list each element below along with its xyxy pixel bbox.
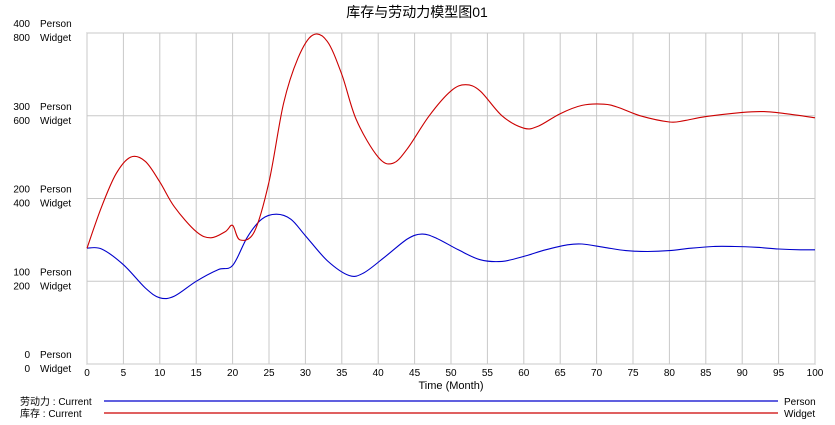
y-tick-unit: Person xyxy=(40,185,72,196)
x-tick-label: 25 xyxy=(263,368,275,379)
y-tick-label: 300 xyxy=(13,102,30,113)
y-tick-label: 0 xyxy=(24,350,30,361)
x-tick-label: 40 xyxy=(373,368,385,379)
y-tick-label: 800 xyxy=(13,33,30,44)
x-tick-label: 85 xyxy=(700,368,712,379)
x-tick-label: 15 xyxy=(191,368,203,379)
y-tick-label: 200 xyxy=(13,185,30,196)
x-tick-label: 100 xyxy=(807,368,824,379)
x-tick-label: 80 xyxy=(664,368,676,379)
x-axis-label: Time (Month) xyxy=(419,380,484,392)
x-tick-label: 35 xyxy=(336,368,348,379)
x-tick-label: 60 xyxy=(518,368,530,379)
y-tick-label: 600 xyxy=(13,116,30,127)
x-tick-label: 75 xyxy=(627,368,639,379)
y-tick-unit: Widget xyxy=(40,33,71,44)
x-tick-label: 90 xyxy=(737,368,749,379)
x-tick-label: 70 xyxy=(591,368,603,379)
x-tick-label: 50 xyxy=(445,368,457,379)
x-tick-label: 5 xyxy=(121,368,127,379)
y-tick-unit: Person xyxy=(40,267,72,278)
y-tick-label: 100 xyxy=(13,267,30,278)
legend-series-name: 劳动力 : Current xyxy=(20,395,92,408)
y-tick-unit: Widget xyxy=(40,364,71,375)
series-line xyxy=(86,213,816,300)
y-tick-unit: Person xyxy=(40,102,72,113)
x-tick-label: 65 xyxy=(555,368,567,379)
x-tick-label: 55 xyxy=(482,368,494,379)
y-tick-label: 0 xyxy=(24,364,30,375)
y-tick-label: 400 xyxy=(13,199,30,210)
legend-series-unit: Person xyxy=(784,397,816,408)
chart-title: 库存与劳动力模型图01 xyxy=(346,4,488,20)
x-tick-label: 20 xyxy=(227,368,239,379)
legend-series-unit: Widget xyxy=(784,409,815,420)
y-tick-unit: Widget xyxy=(40,116,71,127)
y-tick-unit: Widget xyxy=(40,281,71,292)
series-line xyxy=(86,33,816,249)
y-tick-unit: Person xyxy=(40,19,72,30)
legend: 劳动力 : Current Person 库存 : Current Widget xyxy=(20,395,816,420)
x-tick-label: 45 xyxy=(409,368,421,379)
x-tick-label: 10 xyxy=(154,368,166,379)
x-tick-label: 95 xyxy=(773,368,785,379)
y-axis-labels: 0 Person 0 Widget 100 Person 200 Widget 200 Perso… xyxy=(13,19,71,375)
y-tick-unit: Person xyxy=(40,350,72,361)
x-axis-tick-labels: 0 5 10 15 20 25 30 35 40 45 50 55 60 65 70 75 80 85 90 95 10… xyxy=(84,368,824,379)
legend-series-name: 库存 : Current xyxy=(20,407,82,420)
y-tick-label: 400 xyxy=(13,19,30,30)
grid xyxy=(86,32,816,365)
y-tick-unit: Widget xyxy=(40,199,71,210)
y-tick-label: 200 xyxy=(13,281,30,292)
series-layer xyxy=(86,33,816,300)
x-tick-label: 30 xyxy=(300,368,312,379)
x-tick-label: 0 xyxy=(84,368,90,379)
